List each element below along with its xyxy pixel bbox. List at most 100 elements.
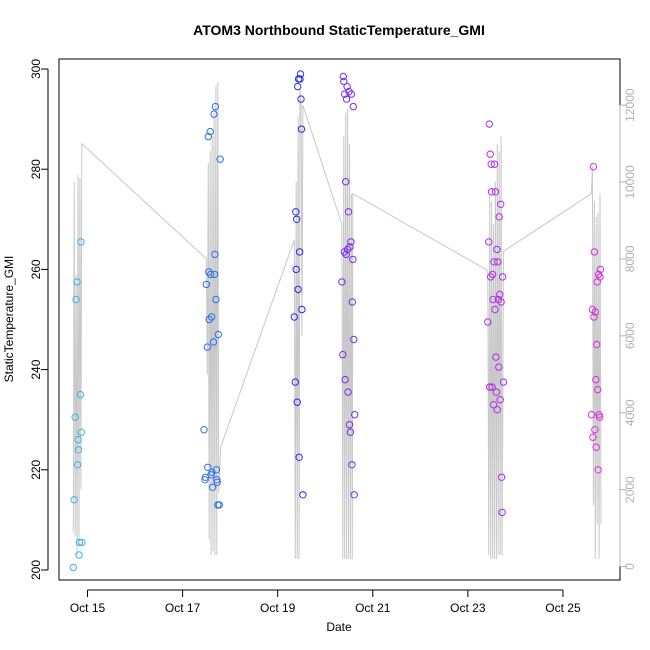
y-tick-label: 280 (29, 159, 43, 179)
data-point (493, 406, 501, 414)
data-point (343, 245, 352, 254)
data-point (348, 461, 356, 469)
data-point (341, 375, 349, 384)
data-point (342, 178, 350, 186)
data-point (299, 491, 307, 499)
data-point (205, 315, 213, 324)
data-point (76, 390, 85, 399)
y2-tick-label: 2000 (623, 476, 637, 503)
data-point (592, 443, 600, 451)
data-point (497, 298, 505, 306)
data-point (347, 90, 356, 98)
y-tick-label: 260 (29, 259, 43, 279)
data-point (591, 426, 599, 434)
axes-layer: Oct 15 Oct 17 Oct 19 Oct 21 Oct 23 Oct 25 200 2… (29, 58, 637, 615)
scatter-points-layer (69, 70, 605, 572)
data-point (213, 478, 222, 486)
data-point (495, 213, 503, 221)
y2-tick-label: 12000 (623, 88, 637, 122)
data-point (208, 468, 216, 476)
data-point (293, 398, 301, 406)
data-point (590, 248, 598, 256)
y2-tick-label: 10000 (623, 165, 637, 199)
secondary-series-layer (72, 82, 602, 559)
y-axis-label: StaticTemperature_GMI (2, 256, 16, 383)
data-point (202, 280, 211, 289)
data-point (493, 245, 501, 254)
data-point (486, 150, 494, 158)
data-point (484, 318, 492, 326)
data-point (72, 295, 80, 304)
data-point (297, 95, 305, 103)
data-point (343, 82, 351, 91)
data-point (350, 491, 358, 499)
y2-tick-label: 4000 (623, 399, 637, 426)
data-point (210, 110, 218, 118)
data-point (293, 215, 301, 224)
data-point (488, 270, 497, 279)
data-point (497, 473, 506, 481)
data-point (295, 248, 304, 256)
data-point (345, 421, 354, 429)
data-point (201, 476, 209, 484)
data-point (490, 160, 499, 168)
data-point (211, 102, 220, 111)
data-point (294, 82, 302, 91)
data-point (499, 378, 508, 386)
data-point (211, 250, 219, 259)
data-point (216, 155, 224, 163)
x-tick-label: Oct 19 (260, 601, 296, 615)
data-point (339, 350, 347, 359)
data-point (492, 353, 500, 361)
y2-tick-label: 6000 (623, 322, 637, 349)
secondary-series-line (72, 82, 602, 559)
data-point (491, 188, 500, 196)
data-point (208, 483, 217, 491)
data-point (591, 308, 599, 316)
y2-tick-label: 0 (623, 563, 637, 570)
data-point (344, 388, 352, 396)
data-point (340, 77, 348, 86)
data-point (498, 273, 507, 281)
data-point (78, 538, 86, 547)
data-point (346, 428, 355, 436)
data-point (73, 278, 81, 286)
data-point (342, 95, 351, 103)
data-point (590, 313, 598, 321)
data-point (592, 375, 600, 384)
data-point (77, 238, 85, 246)
data-point (485, 238, 493, 246)
data-point (342, 250, 350, 259)
data-point (74, 436, 82, 444)
data-point (212, 466, 221, 474)
chart-title: ATOM3 Northbound StaticTemperature_GMI (193, 22, 485, 38)
data-point (339, 72, 347, 81)
x-axis-label: Date (326, 620, 352, 634)
data-point (214, 330, 223, 339)
data-point (593, 340, 601, 349)
data-point (212, 295, 220, 304)
data-point (485, 120, 493, 128)
data-point (595, 413, 604, 421)
data-point (587, 411, 596, 419)
data-point (206, 127, 214, 136)
data-point (496, 396, 504, 404)
data-point (350, 335, 358, 344)
y-tick-label: 300 (29, 59, 43, 79)
data-point (496, 290, 504, 299)
data-point (203, 343, 212, 351)
data-point (494, 258, 502, 266)
data-point (594, 385, 602, 394)
data-point (348, 298, 356, 306)
data-point (589, 433, 597, 441)
data-point (292, 265, 300, 274)
plot-frame (58, 58, 621, 581)
data-point (74, 446, 83, 454)
data-point (349, 102, 357, 111)
data-point (486, 383, 494, 391)
x-tick-label: Oct 25 (545, 601, 581, 615)
data-point (69, 563, 78, 572)
data-point (204, 463, 212, 471)
y-tick-label: 240 (29, 359, 43, 379)
data-point (295, 453, 303, 461)
